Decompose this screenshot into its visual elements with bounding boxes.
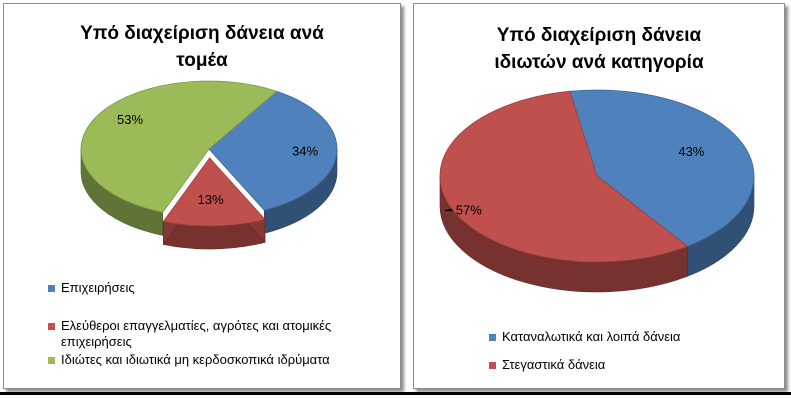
pie-slice bbox=[208, 90, 338, 211]
legend-swatch bbox=[48, 285, 55, 292]
data-label: 43% bbox=[678, 144, 704, 159]
bottom-rule bbox=[0, 392, 791, 395]
legend-item: Ιδιώτες και ιδιωτικά μη κερδοσκοπικά ιδρ… bbox=[48, 352, 330, 368]
chart-title: Υπό διαχείριση δάνεια ιδιωτών ανά κατηγο… bbox=[414, 22, 784, 76]
chart-title-line-1: Υπό διαχείριση δάνεια bbox=[496, 25, 702, 46]
pie-slice bbox=[80, 80, 278, 213]
pie-slice bbox=[162, 157, 266, 227]
data-label: 34% bbox=[292, 144, 318, 159]
chart-panel-household: Υπό διαχείριση δάνεια ιδιωτών ανά κατηγο… bbox=[413, 3, 785, 389]
legend-label-line: Ιδιώτες και ιδιωτικά μη κερδοσκοπικά ιδρ… bbox=[61, 352, 330, 367]
legend-label-line: Επιχειρήσεις bbox=[61, 280, 135, 295]
chart-panel-sectors: Υπό διαχείριση δάνεια ανά τομέα 34% 13% 53… bbox=[3, 3, 401, 389]
data-label: 13% bbox=[198, 192, 224, 207]
legend-label-line: επιχειρήσεις bbox=[61, 334, 132, 349]
pie-chart-sectors: 34% 13% 53% bbox=[80, 80, 338, 250]
legend-label-line: Στεγαστικά δάνεια bbox=[502, 357, 606, 372]
legend-label-line: Καταναλωτικά και λοιπά δάνεια bbox=[502, 329, 681, 344]
legend-swatch bbox=[48, 323, 55, 330]
chart-title-line-1: Υπό διαχείριση δάνεια ανά bbox=[80, 23, 324, 44]
legend-swatch bbox=[48, 357, 55, 364]
legend-label: Στεγαστικά δάνεια bbox=[502, 357, 605, 373]
data-label: 53% bbox=[117, 112, 143, 127]
legend-item: Στεγαστικά δάνεια bbox=[489, 357, 605, 373]
legend: Επιχειρήσεις Ελεύθεροι επαγγελματίες, αγρ… bbox=[48, 280, 388, 380]
legend-label: Καταναλωτικά και λοιπά δάνεια bbox=[502, 329, 680, 345]
chart-title-line-2: τομέα bbox=[176, 50, 228, 71]
legend-item: Ελεύθεροι επαγγελματίες, αγρότες και ατο… bbox=[48, 318, 331, 350]
legend-swatch bbox=[489, 362, 496, 369]
pie-chart-household: 43% 57% bbox=[439, 89, 755, 293]
leader-line bbox=[444, 208, 453, 212]
data-label: 57% bbox=[456, 203, 482, 218]
chart-title: Υπό διαχείριση δάνεια ανά τομέα bbox=[4, 20, 400, 74]
chart-title-line-2: ιδιωτών ανά κατηγορία bbox=[494, 52, 704, 73]
legend-swatch bbox=[489, 334, 496, 341]
legend-label: Επιχειρήσεις bbox=[61, 280, 135, 296]
legend: Καταναλωτικά και λοιπά δάνεια Στεγαστικά … bbox=[489, 329, 779, 379]
pie-slice bbox=[569, 89, 755, 247]
legend-label: Ελεύθεροι επαγγελματίες, αγρότες και ατο… bbox=[61, 318, 331, 350]
legend-label: Ιδιώτες και ιδιωτικά μη κερδοσκοπικά ιδρ… bbox=[61, 352, 330, 368]
legend-label-line: Ελεύθεροι επαγγελματίες, αγρότες και ατο… bbox=[61, 318, 332, 333]
legend-item: Επιχειρήσεις bbox=[48, 280, 135, 296]
legend-item: Καταναλωτικά και λοιπά δάνεια bbox=[489, 329, 680, 345]
